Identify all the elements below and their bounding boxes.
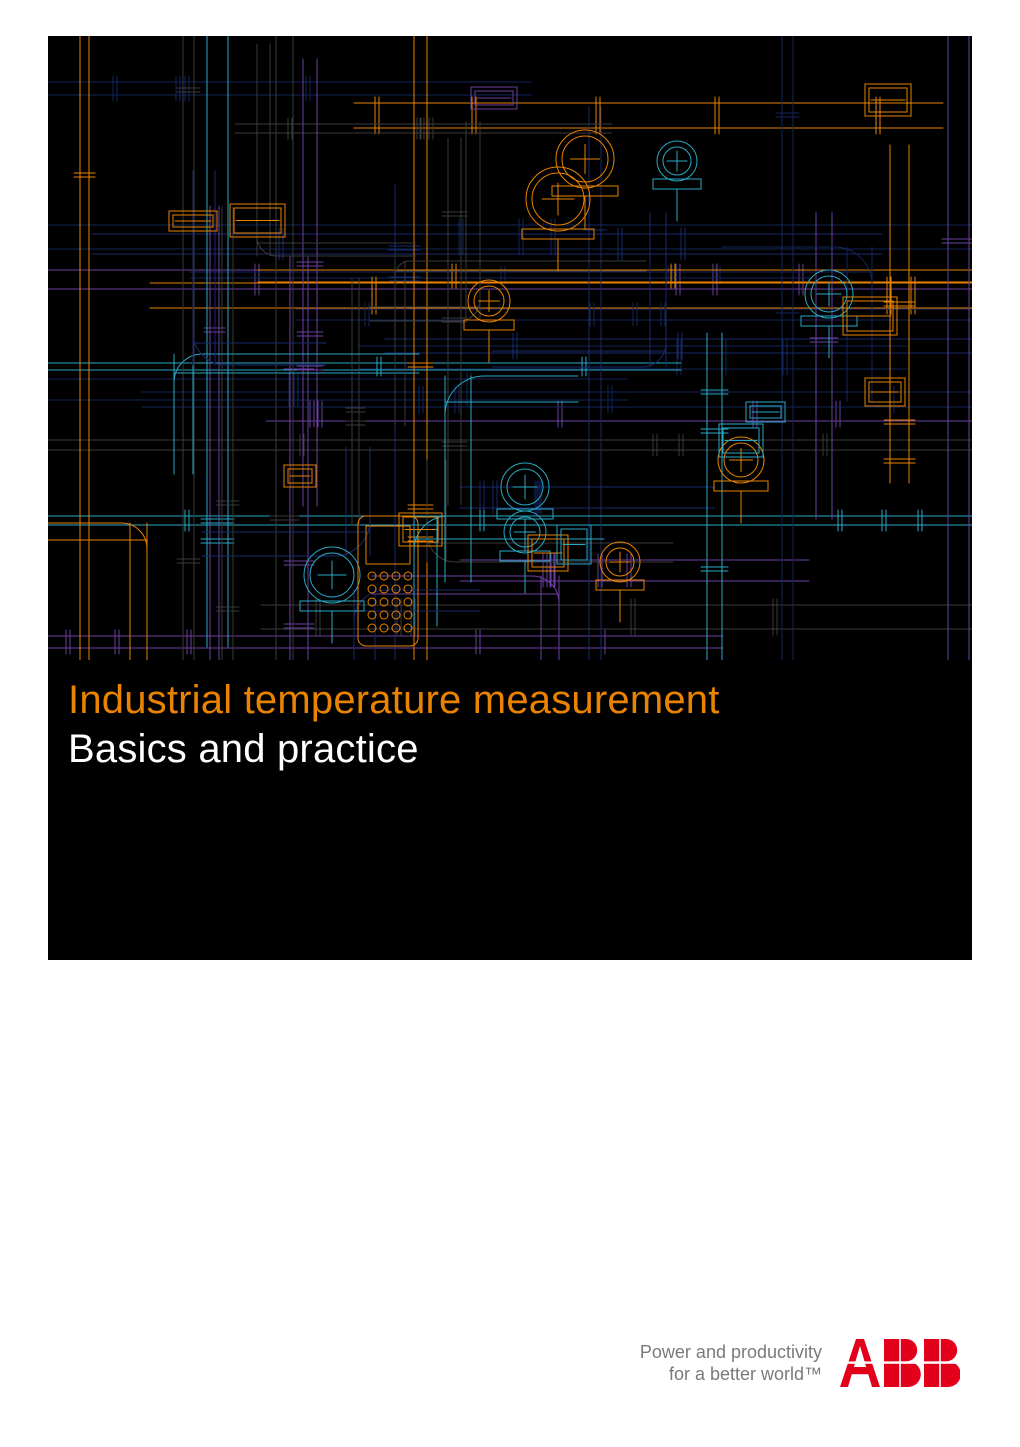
footer: Power and productivity for a better worl… [640,1339,960,1387]
cover-illustration [48,36,972,660]
title-line-1: Industrial temperature measurement [68,676,952,724]
abb-logo [840,1339,960,1387]
title-block: Industrial temperature measurement Basic… [68,676,952,774]
document-page: Industrial temperature measurement Basic… [0,0,1020,1447]
cover-panel: Industrial temperature measurement Basic… [48,36,972,960]
title-line-2: Basics and practice [68,724,952,774]
tagline-line-2: for a better world™ [640,1363,822,1386]
pipe-schematic-svg [48,36,972,660]
brand-tagline: Power and productivity for a better worl… [640,1341,822,1386]
tagline-line-1: Power and productivity [640,1342,822,1362]
